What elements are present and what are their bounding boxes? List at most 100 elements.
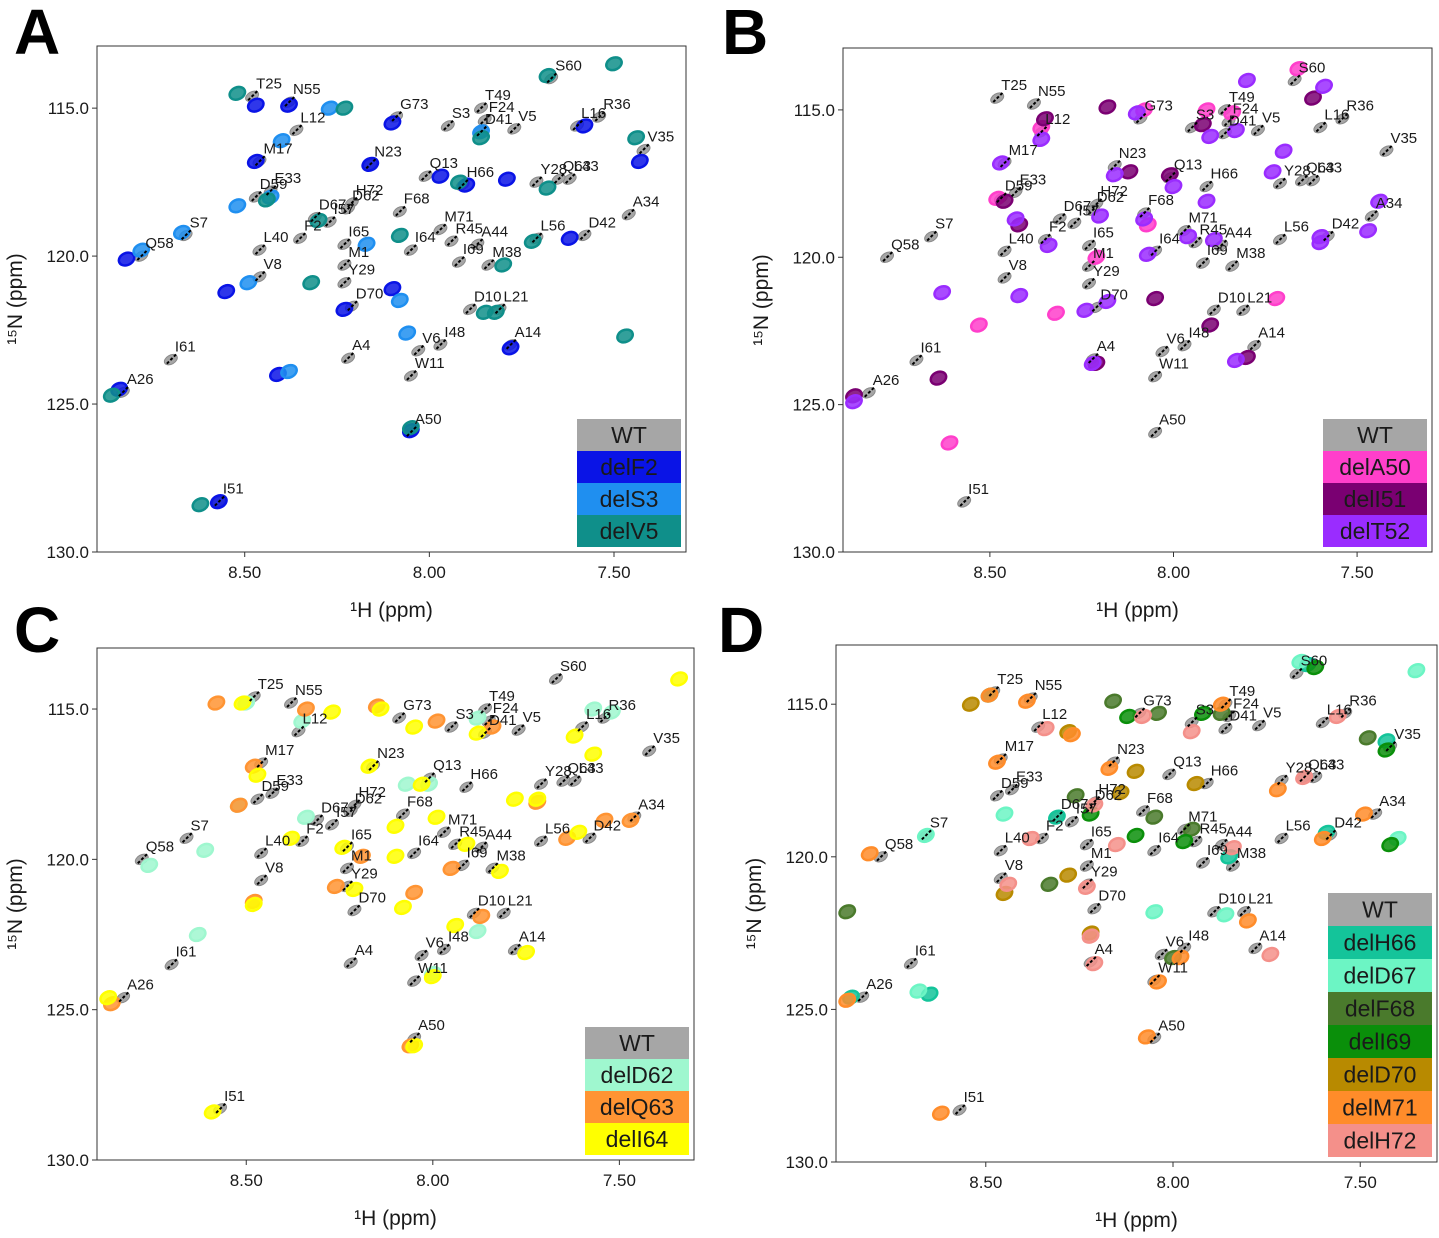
- plot-frame: [842, 47, 1433, 553]
- variant-peak: [1137, 1029, 1156, 1045]
- variant-peak: [442, 860, 461, 877]
- peak-label: L12: [1042, 706, 1067, 723]
- shift-dash: [291, 123, 304, 136]
- variant-peak: [228, 198, 247, 214]
- shift-dash: [249, 690, 261, 702]
- variant-peak: [838, 992, 857, 1008]
- variant-peak: [390, 292, 409, 309]
- peak-label: A4: [355, 942, 373, 959]
- peak-label: N55: [295, 682, 323, 699]
- peak-label: D42: [1334, 814, 1362, 831]
- panel-letter: A: [14, 0, 60, 68]
- peak-label: I61: [915, 943, 936, 960]
- variant-peak: [102, 387, 121, 403]
- variant-peak: [1039, 237, 1058, 254]
- shift-dash: [1036, 125, 1048, 137]
- variant-peak: [1197, 193, 1216, 209]
- shift-dash: [265, 184, 278, 196]
- peak-label: S3: [455, 706, 473, 723]
- shift-dash: [1179, 224, 1192, 236]
- variant-peak: [280, 97, 298, 113]
- x-tick-label: 8.00: [1157, 563, 1190, 582]
- shift-dash: [564, 172, 577, 184]
- peak-label: A34: [638, 796, 665, 813]
- peak-label: I51: [224, 1088, 245, 1105]
- shift-dash: [1054, 212, 1067, 224]
- shift-dash: [1033, 720, 1045, 732]
- shift-dash: [624, 207, 636, 220]
- shift-dash: [413, 344, 425, 356]
- variant-peak: [1237, 72, 1256, 89]
- variant-peak: [457, 836, 476, 852]
- variant-peak: [969, 317, 988, 333]
- variant-peak: [1145, 809, 1164, 825]
- variant-peak: [501, 340, 520, 356]
- shift-dash: [310, 210, 322, 223]
- peak-label: L40: [1009, 230, 1034, 247]
- shift-dash: [339, 237, 352, 249]
- shift-dash: [1089, 901, 1102, 914]
- x-tick-label: 8.00: [416, 1171, 449, 1190]
- peak-label: Q58: [885, 836, 913, 853]
- shift-dash: [487, 861, 500, 874]
- legend-label: delD62: [601, 1062, 674, 1088]
- shift-dash: [1150, 425, 1162, 438]
- legend-label: delD70: [1344, 1062, 1417, 1088]
- variant-peak: [401, 420, 420, 436]
- y-tick-label: 125.0: [792, 396, 835, 415]
- peak-label: L40: [265, 832, 290, 849]
- shift-dash: [921, 828, 933, 841]
- variant-peak: [229, 797, 248, 813]
- peak-label: I69: [1207, 842, 1228, 859]
- peak-label: G73: [1143, 692, 1171, 709]
- peak-label: D10: [1218, 891, 1246, 908]
- variant-peak: [1145, 904, 1164, 920]
- peak-label: I64: [415, 229, 436, 246]
- peaks: [838, 653, 1426, 1121]
- variant-peak: [1204, 231, 1223, 248]
- peak-label: S3: [452, 105, 470, 122]
- shift-dash: [1291, 666, 1304, 679]
- variant-peak: [188, 926, 207, 943]
- shift-dash: [999, 156, 1012, 168]
- variant-peak: [357, 236, 376, 252]
- shift-dash: [339, 258, 352, 270]
- peak-label: H72: [1098, 781, 1126, 798]
- shift-dash: [1315, 120, 1328, 133]
- peak-label: A34: [633, 194, 660, 211]
- legend-swatch: [1328, 926, 1432, 959]
- variant-peak: [584, 701, 603, 717]
- variant-peak: [280, 363, 298, 380]
- peak-label: D59: [260, 176, 288, 193]
- shift-dash: [1318, 715, 1330, 728]
- legend-swatch: [1328, 1091, 1432, 1124]
- peak-label: L16: [586, 706, 611, 723]
- shift-dash: [342, 879, 354, 892]
- y-tick-label: 120.0: [792, 248, 835, 267]
- shift-dash: [136, 249, 149, 261]
- variant-peak: [383, 115, 402, 131]
- peak-label: T25: [997, 671, 1023, 688]
- peak-label: V6: [1166, 331, 1184, 348]
- shift-dash: [1037, 831, 1049, 844]
- shift-dash: [911, 353, 924, 366]
- shift-dash: [342, 840, 354, 853]
- shift-dash: [398, 807, 410, 819]
- shift-dash: [324, 215, 337, 227]
- shift-dash: [1337, 112, 1350, 124]
- variant-peak: [1091, 208, 1109, 224]
- y-axis-title: ¹⁵N (ppm): [4, 253, 27, 345]
- peak-label: F68: [1148, 192, 1174, 209]
- panel-letter: C: [14, 594, 60, 666]
- legend-swatch: [1328, 893, 1432, 926]
- shift-dash: [569, 774, 582, 786]
- legend-label: delS3: [600, 486, 659, 512]
- shift-dash: [1082, 877, 1094, 889]
- y-tick-label: 120.0: [46, 850, 89, 869]
- shift-dash: [446, 234, 459, 247]
- peak-label: W11: [1159, 356, 1189, 373]
- shift-dash: [1087, 203, 1100, 215]
- shift-dash: [1216, 837, 1229, 850]
- variant-peak: [423, 968, 442, 985]
